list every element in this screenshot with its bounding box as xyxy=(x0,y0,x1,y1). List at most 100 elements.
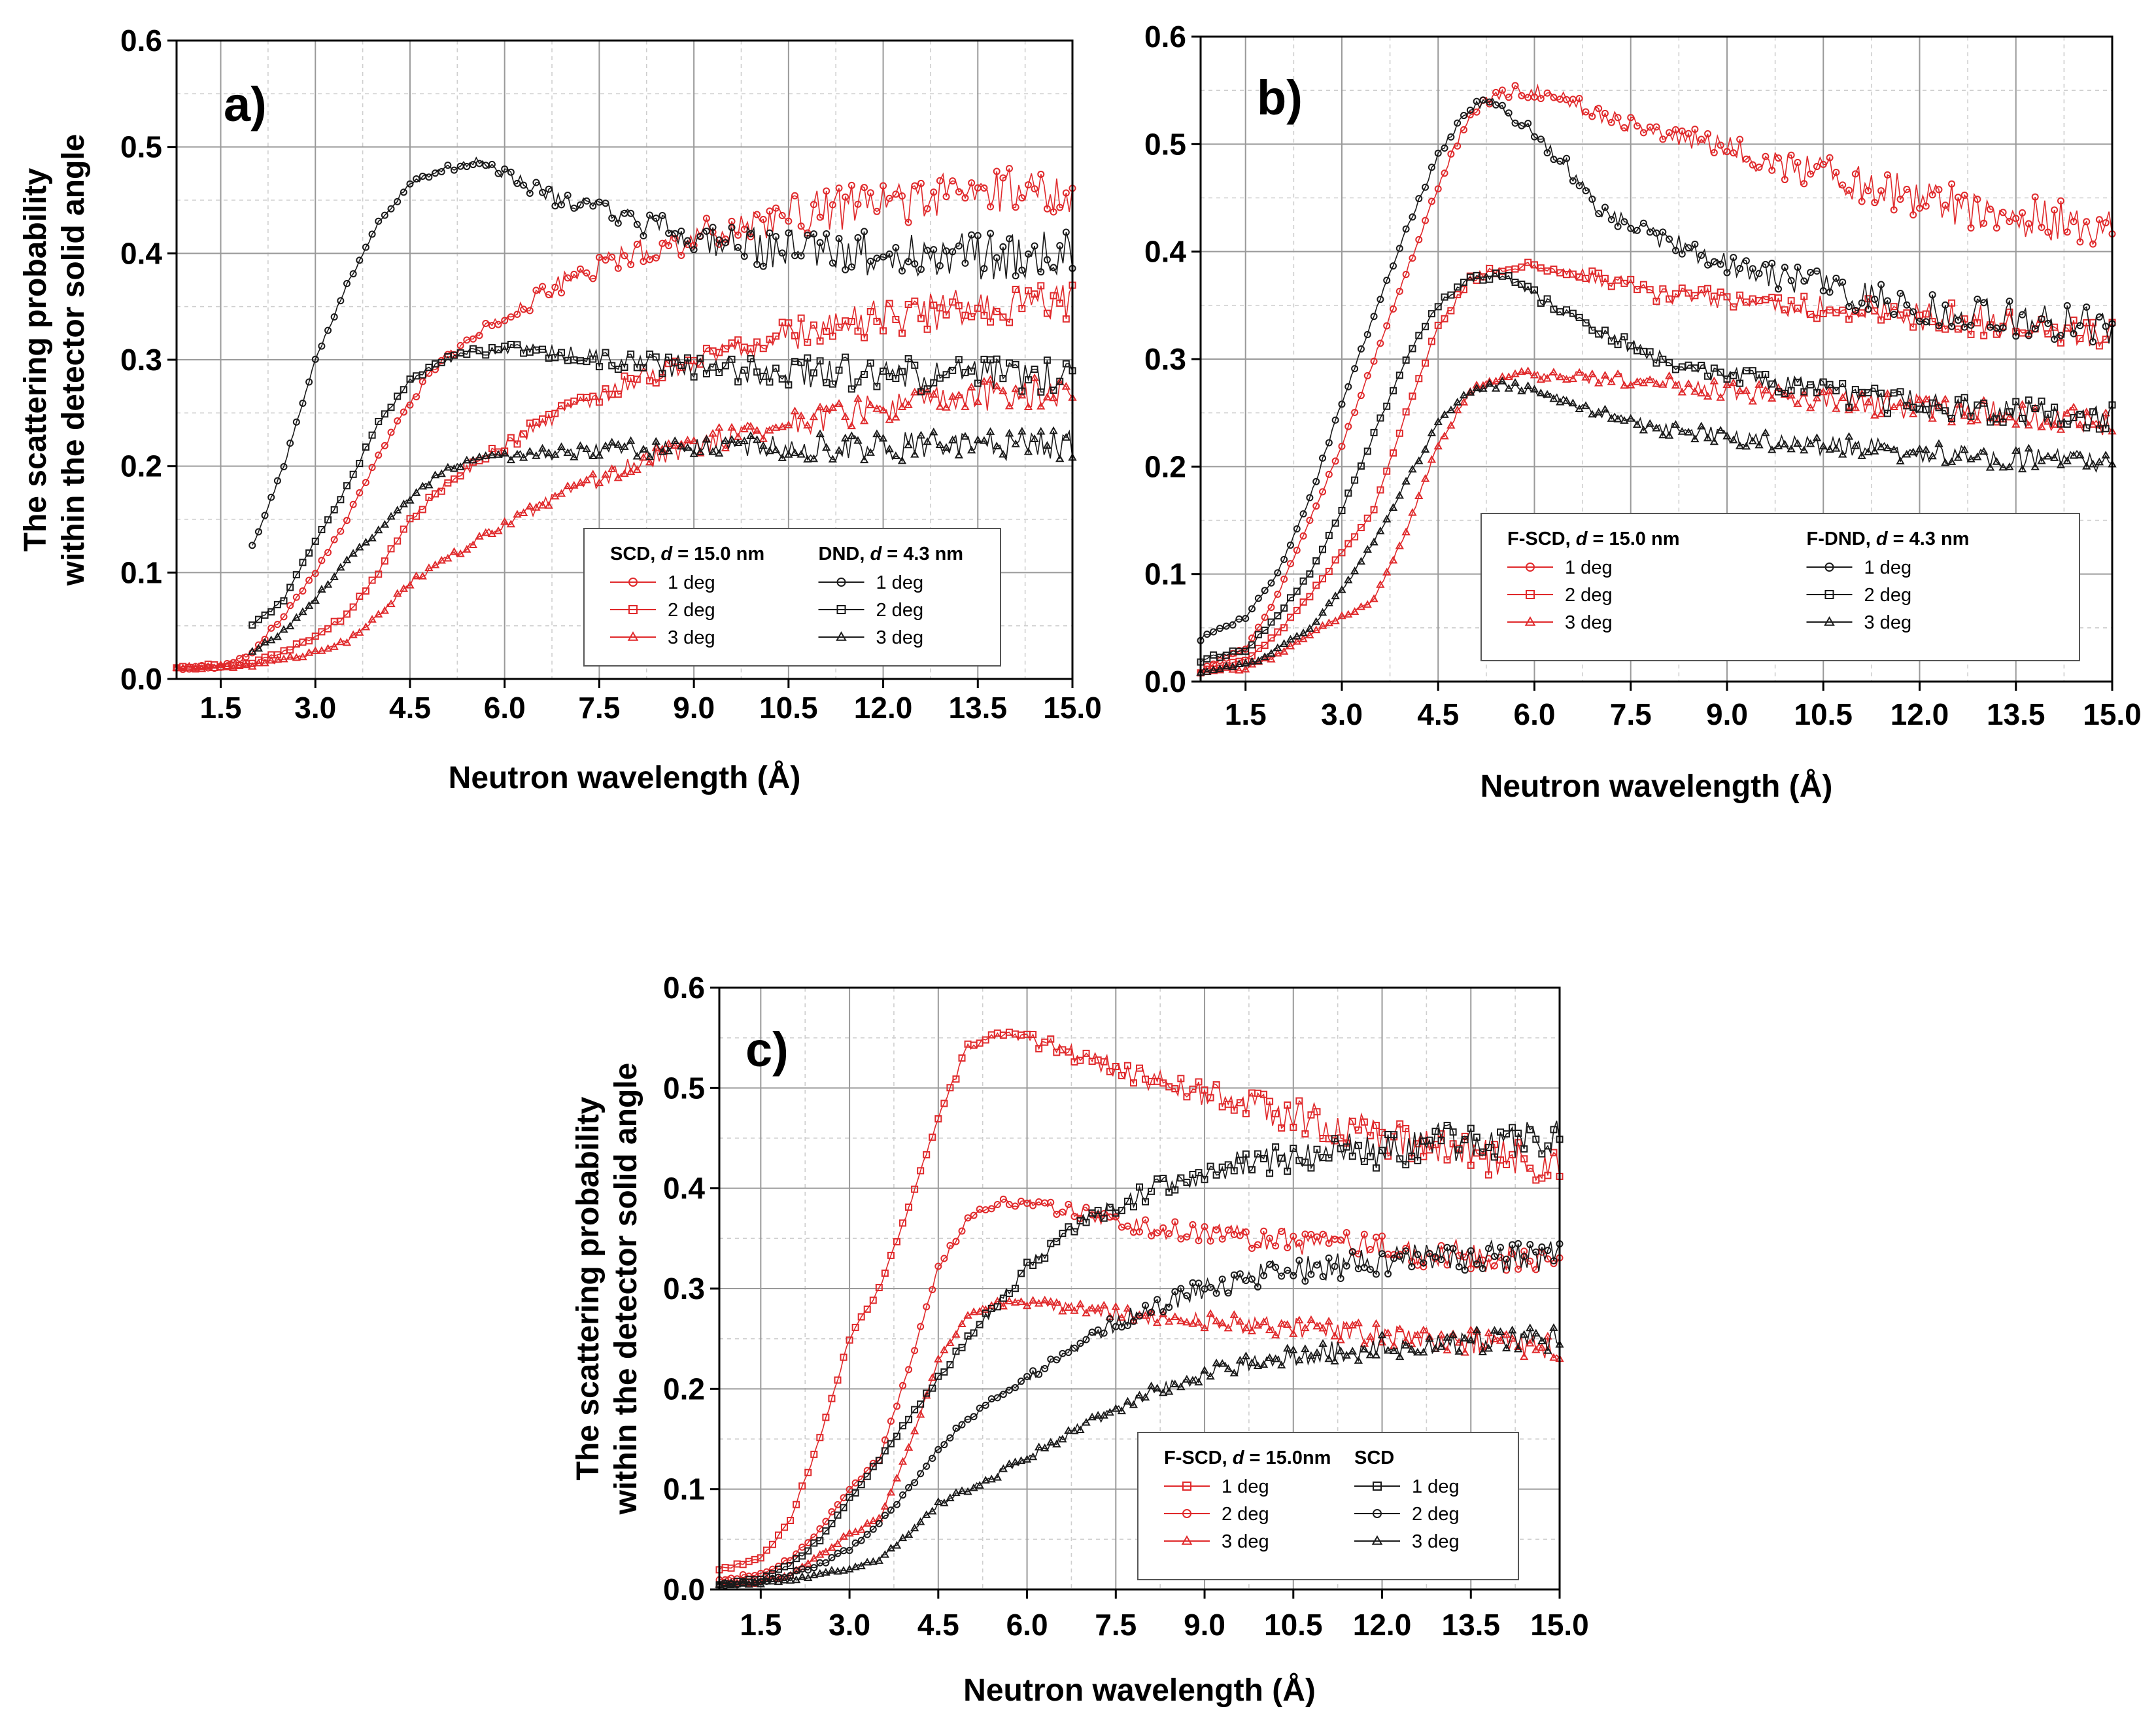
data-point xyxy=(1858,198,1866,205)
data-point xyxy=(1159,1174,1167,1182)
data-point xyxy=(721,345,729,353)
data-point xyxy=(1016,1297,1026,1306)
y-axis-title-line1: The scattering probability xyxy=(18,167,53,551)
y-tick-label: 0.3 xyxy=(663,1272,705,1306)
data-point xyxy=(1183,1233,1191,1241)
data-point xyxy=(797,252,805,260)
data-point xyxy=(1526,1338,1535,1347)
data-point xyxy=(1241,1323,1251,1332)
data-point xyxy=(299,400,307,408)
data-point xyxy=(280,613,288,621)
data-point xyxy=(1142,1198,1150,1205)
data-point xyxy=(1366,1245,1374,1253)
y-tick-label: 0.0 xyxy=(1144,665,1186,699)
data-point xyxy=(595,363,603,371)
data-point xyxy=(1301,1323,1310,1332)
data-point xyxy=(1312,625,1321,634)
data-point xyxy=(1383,1345,1393,1354)
data-point xyxy=(816,357,824,365)
data-point xyxy=(1024,250,1032,258)
data-point xyxy=(1035,1045,1043,1052)
data-point xyxy=(804,1566,812,1574)
data-point xyxy=(639,453,648,461)
data-point xyxy=(1491,376,1501,385)
data-point xyxy=(1980,299,1988,307)
data-point xyxy=(1454,283,1462,291)
data-point xyxy=(899,1219,907,1227)
data-point xyxy=(930,246,938,254)
data-point xyxy=(1532,1136,1540,1143)
data-point xyxy=(1152,1383,1162,1392)
legend-label: 2 deg xyxy=(1412,1504,1460,1525)
data-point xyxy=(1277,1319,1286,1327)
data-point xyxy=(1050,264,1057,271)
data-point xyxy=(1877,389,1885,397)
data-point xyxy=(2051,323,2059,331)
data-point xyxy=(958,1054,966,1062)
data-point xyxy=(1582,108,1590,116)
data-point xyxy=(1735,386,1745,394)
data-point xyxy=(1023,1200,1031,1207)
data-point xyxy=(759,215,767,223)
data-point xyxy=(1118,1207,1125,1215)
data-point xyxy=(738,1578,747,1587)
legend-title-var: d xyxy=(870,544,882,564)
data-point xyxy=(1812,433,1822,442)
data-point xyxy=(1518,263,1526,271)
data-point xyxy=(652,215,660,222)
data-point xyxy=(418,481,427,490)
data-point xyxy=(1229,1368,1239,1377)
data-point xyxy=(368,431,376,439)
data-point xyxy=(1363,372,1371,379)
data-point xyxy=(1736,135,1744,143)
data-point xyxy=(999,1391,1007,1398)
data-point xyxy=(892,1540,902,1549)
data-point xyxy=(946,1241,954,1249)
data-point xyxy=(696,447,705,455)
data-point xyxy=(828,455,838,463)
data-point xyxy=(910,387,919,396)
data-point xyxy=(1517,367,1526,375)
data-point xyxy=(1433,417,1443,425)
data-point xyxy=(1415,235,1423,243)
data-point xyxy=(1208,665,1218,674)
data-point xyxy=(449,464,459,472)
data-point xyxy=(911,1406,919,1413)
data-point xyxy=(1896,290,1904,298)
data-point xyxy=(756,1579,766,1587)
data-point xyxy=(1050,387,1057,394)
series-line xyxy=(1200,381,2113,673)
x-tick-label: 7.5 xyxy=(1610,697,1652,731)
data-point xyxy=(1749,161,1756,169)
data-point xyxy=(744,1580,753,1588)
data-point xyxy=(248,621,256,629)
data-point xyxy=(1354,1141,1362,1149)
data-point xyxy=(917,1400,925,1408)
data-point xyxy=(1280,555,1288,563)
data-point xyxy=(1241,665,1250,673)
data-point xyxy=(999,1464,1008,1472)
data-point xyxy=(1428,338,1435,345)
data-point xyxy=(1722,380,1732,389)
data-point xyxy=(1543,1345,1552,1354)
data-point xyxy=(1363,447,1371,455)
data-point xyxy=(1877,187,1885,195)
data-point xyxy=(1248,1275,1256,1283)
data-point xyxy=(2038,397,2045,405)
data-point xyxy=(1395,1352,1405,1361)
data-point xyxy=(869,1296,877,1304)
series-line xyxy=(719,1239,1560,1587)
data-point xyxy=(1639,378,1649,387)
data-point xyxy=(659,370,666,377)
data-point xyxy=(444,479,452,487)
data-point xyxy=(1059,1208,1067,1216)
data-point xyxy=(958,1344,966,1351)
data-point xyxy=(923,385,931,393)
data-point xyxy=(532,179,540,186)
data-point xyxy=(311,596,320,604)
data-point xyxy=(1247,1358,1257,1366)
data-point xyxy=(774,1531,782,1539)
data-point xyxy=(1011,439,1020,447)
data-point xyxy=(463,163,471,171)
data-point xyxy=(387,428,395,436)
